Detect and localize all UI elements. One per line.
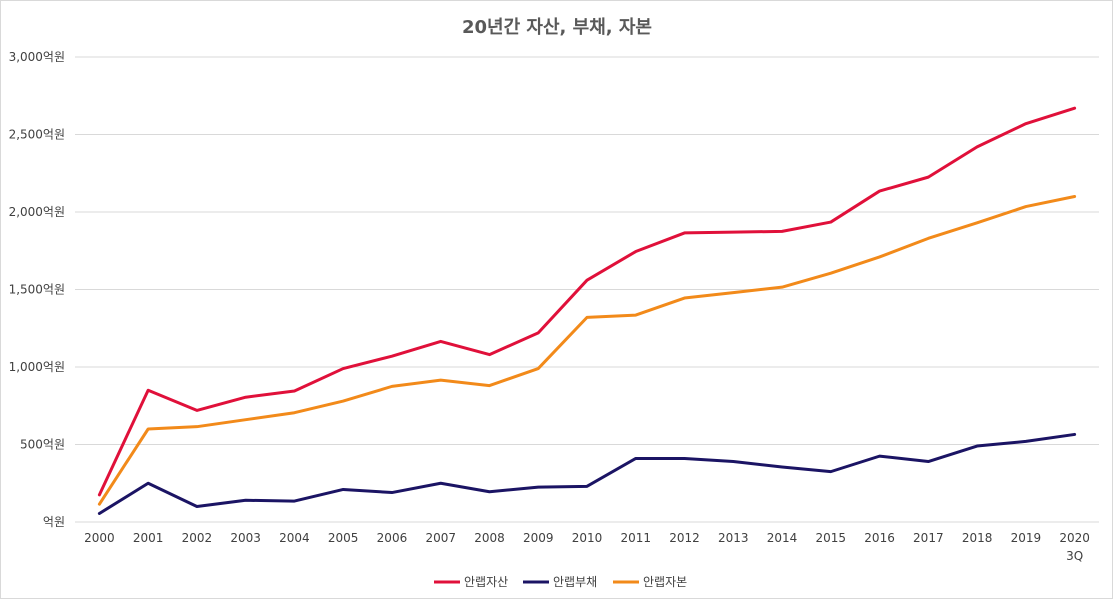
y-tick-label: 500억원 (20, 438, 65, 452)
x-tick-label: 2007 (425, 531, 456, 545)
x-tick-label: 2012 (669, 531, 700, 545)
series-lines (97, 106, 1077, 515)
series-line-1 (97, 106, 1077, 497)
x-tick-label: 2016 (864, 531, 895, 545)
x-tick-label: 2001 (133, 531, 164, 545)
x-tick-label: 2013 (718, 531, 749, 545)
x-tick-label: 2014 (767, 531, 798, 545)
x-tick-label: 2020 (1059, 531, 1090, 545)
grid-lines (75, 56, 1099, 523)
legend-item-3: 안랩자본 (613, 575, 687, 589)
x-tick-label: 2004 (279, 531, 310, 545)
legend-item-2: 안랩부채 (523, 575, 597, 589)
legend-item-1: 안랩자산 (434, 575, 508, 589)
chart-title: 20년간 자산, 부채, 자본 (462, 17, 652, 38)
x-tick-label: 2008 (474, 531, 505, 545)
x-tick-label: 2019 (1011, 531, 1042, 545)
legend-label: 안랩부채 (553, 575, 597, 589)
y-axis: 억원 500억원 1,000억원 1,500억원 2,000억원 2,500억원 3,000… (9, 50, 65, 529)
x-tick-label: 2010 (572, 531, 603, 545)
y-tick-label: 1,000억원 (9, 360, 65, 374)
y-tick-label: 1,500억원 (9, 283, 65, 297)
x-tick-label: 2005 (328, 531, 359, 545)
x-tick-label: 2015 (816, 531, 847, 545)
x-tick-label: 2006 (377, 531, 408, 545)
y-tick-label: 2,500억원 (9, 128, 65, 142)
x-tick-label: 2009 (523, 531, 554, 545)
x-tick-label: 2002 (182, 531, 213, 545)
legend: 안랩자산 안랩부채 안랩자본 (434, 575, 687, 589)
y-tick-label: 3,000억원 (9, 50, 65, 64)
series-line-2 (97, 432, 1077, 515)
legend-label: 안랩자산 (464, 575, 508, 589)
x-axis: 2000 2001 2002 2003 2004 2005 2006 2007 2008 2009… (84, 531, 1090, 563)
y-tick-label: 억원 (43, 515, 65, 529)
x-tick-label: 2011 (620, 531, 651, 545)
legend-label: 안랩자본 (643, 575, 687, 589)
x-tick-label: 2018 (962, 531, 993, 545)
x-tick-sublabel: 3Q (1066, 549, 1083, 563)
x-tick-label: 2017 (913, 531, 944, 545)
series-line-3 (97, 195, 1077, 506)
x-tick-label: 2003 (230, 531, 261, 545)
x-tick-label: 2000 (84, 531, 115, 545)
y-tick-label: 2,000억원 (9, 205, 65, 219)
